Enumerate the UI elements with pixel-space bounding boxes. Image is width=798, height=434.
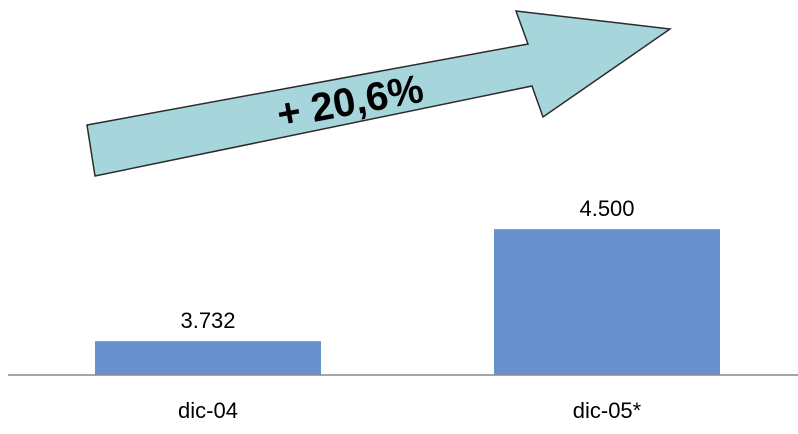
bar-value-label: 3.732 [180,308,235,333]
growth-arrow: + 20,6% [86,10,673,177]
bar-value-label: 4.500 [579,196,634,221]
bar-dic-04 [95,341,321,375]
x-tick-label: dic-04 [178,398,238,423]
bars-layer [95,229,720,375]
labels-layer: 3.732 dic-04 4.500 dic-05* [178,196,642,423]
bar-dic-05* [494,229,720,375]
growth-arrow-shape [86,10,673,177]
x-tick-label: dic-05* [573,398,642,423]
